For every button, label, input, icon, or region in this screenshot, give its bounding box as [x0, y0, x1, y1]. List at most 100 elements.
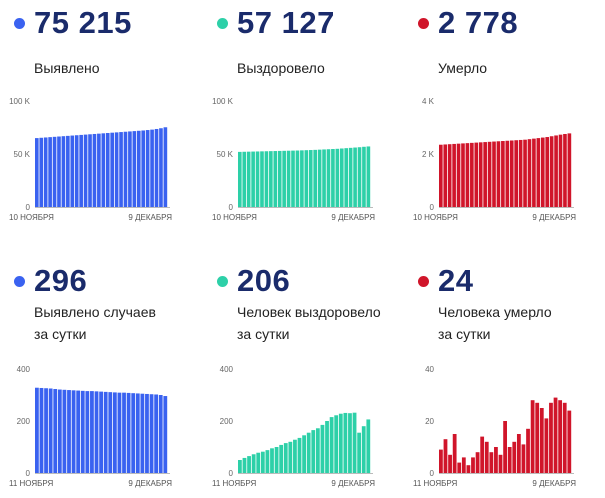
- bar: [339, 148, 344, 207]
- series-dot: [217, 276, 228, 287]
- bar: [128, 131, 132, 207]
- bar: [361, 426, 366, 473]
- x-tick-label-start: 11 НОЯБРЯ: [212, 479, 257, 488]
- bar: [238, 151, 242, 207]
- bar: [447, 144, 452, 207]
- stat-panel-detected: 75 215 Выявлено 0 50 K 100 K 10 НОЯБРЯ 9 ДЕК…: [0, 0, 200, 240]
- bar: [286, 150, 291, 207]
- bar: [274, 447, 279, 473]
- bar: [353, 147, 357, 207]
- stat-panel-recovered-daily: 206 Человек выздоровело за сутки 0 200 400 1…: [203, 258, 403, 498]
- bar: [466, 465, 471, 473]
- bar: [269, 151, 273, 207]
- bar: [135, 393, 140, 473]
- bar: [39, 137, 44, 207]
- bar: [470, 142, 474, 207]
- bar: [163, 396, 168, 473]
- x-tick-label-end: 9 ДЕКАБРЯ: [532, 213, 576, 222]
- y-tick-label: 50 K: [14, 150, 31, 159]
- bar: [136, 130, 141, 207]
- bar: [352, 412, 357, 473]
- bar: [439, 144, 443, 207]
- bar: [163, 127, 168, 207]
- bar: [509, 140, 514, 207]
- bar: [300, 150, 304, 207]
- x-tick-label-start: 10 НОЯБРЯ: [9, 213, 54, 222]
- bar: [57, 136, 61, 207]
- bar: [44, 388, 48, 473]
- bar: [302, 435, 306, 473]
- bar: [123, 131, 128, 207]
- bar: [283, 443, 288, 473]
- bar: [489, 452, 494, 473]
- bar-chart: 0 50 K 100 K 10 НОЯБРЯ 9 ДЕКАБРЯ: [203, 96, 403, 227]
- bar: [273, 151, 278, 207]
- bar: [452, 143, 456, 207]
- bar: [246, 151, 251, 207]
- bar: [110, 132, 114, 207]
- bar: [53, 389, 58, 473]
- bar: [539, 408, 544, 473]
- bar: [317, 149, 322, 207]
- series-dot: [217, 18, 228, 29]
- y-tick-label: 100 K: [9, 97, 31, 106]
- x-tick-label-end: 9 ДЕКАБРЯ: [331, 213, 375, 222]
- bar: [343, 412, 348, 473]
- bar: [558, 134, 563, 207]
- bar: [498, 454, 503, 473]
- bar: [494, 447, 498, 473]
- bar: [79, 134, 83, 207]
- bar: [238, 460, 242, 473]
- bar: [540, 137, 545, 207]
- bar: [159, 128, 163, 207]
- x-tick-label-start: 10 НОЯБРЯ: [413, 213, 458, 222]
- bar: [331, 149, 335, 207]
- y-tick-label: 50 K: [217, 150, 234, 159]
- bar: [308, 150, 313, 207]
- bar-chart: 0 200 400 11 НОЯБРЯ 9 ДЕКАБРЯ: [203, 364, 403, 493]
- y-tick-label: 40: [425, 365, 434, 374]
- bar: [293, 439, 297, 473]
- bar: [48, 388, 53, 473]
- bar: [357, 432, 362, 473]
- bar-chart-svg: 0 20 40 11 НОЯБРЯ 9 ДЕКАБРЯ: [413, 365, 576, 488]
- x-tick-label-start: 11 НОЯБРЯ: [413, 479, 458, 488]
- bar: [48, 137, 52, 207]
- bar: [484, 441, 489, 473]
- bar: [62, 389, 67, 473]
- bar: [88, 134, 92, 207]
- bar: [535, 402, 540, 473]
- y-tick-label: 0: [430, 203, 435, 212]
- bar: [132, 131, 137, 207]
- bar: [260, 451, 265, 473]
- y-tick-label: 0: [229, 469, 234, 478]
- bar: [512, 441, 517, 473]
- bar: [544, 418, 549, 473]
- bar-chart: 0 50 K 100 K 10 НОЯБРЯ 9 ДЕКАБРЯ: [0, 96, 200, 227]
- bar: [326, 149, 331, 207]
- stat-label: Умерло: [438, 60, 488, 76]
- stat-label: Выздоровело: [237, 60, 325, 76]
- bar: [474, 142, 479, 207]
- bar: [61, 136, 66, 207]
- bar: [313, 149, 317, 207]
- y-tick-label: 200: [17, 417, 31, 426]
- bar: [487, 141, 492, 207]
- bar: [39, 387, 44, 473]
- stat-value: 206: [237, 263, 291, 298]
- bar: [516, 434, 521, 473]
- bar: [514, 140, 518, 207]
- bar: [357, 147, 362, 207]
- bar: [471, 457, 475, 473]
- bar: [448, 454, 452, 473]
- y-tick-label: 0: [26, 203, 31, 212]
- bar-chart-svg: 0 200 400 11 НОЯБРЯ 9 ДЕКАБРЯ: [212, 365, 375, 488]
- stat-panel-died-daily: 24 Человека умерло за сутки 0 20 40 11 НОЯБР…: [404, 258, 604, 498]
- bar: [475, 452, 480, 473]
- bar: [523, 139, 527, 207]
- bar: [94, 391, 99, 473]
- y-tick-label: 2 K: [422, 150, 435, 159]
- y-tick-label: 400: [17, 365, 31, 374]
- bar: [117, 392, 122, 473]
- x-tick-label-end: 9 ДЕКАБРЯ: [532, 479, 576, 488]
